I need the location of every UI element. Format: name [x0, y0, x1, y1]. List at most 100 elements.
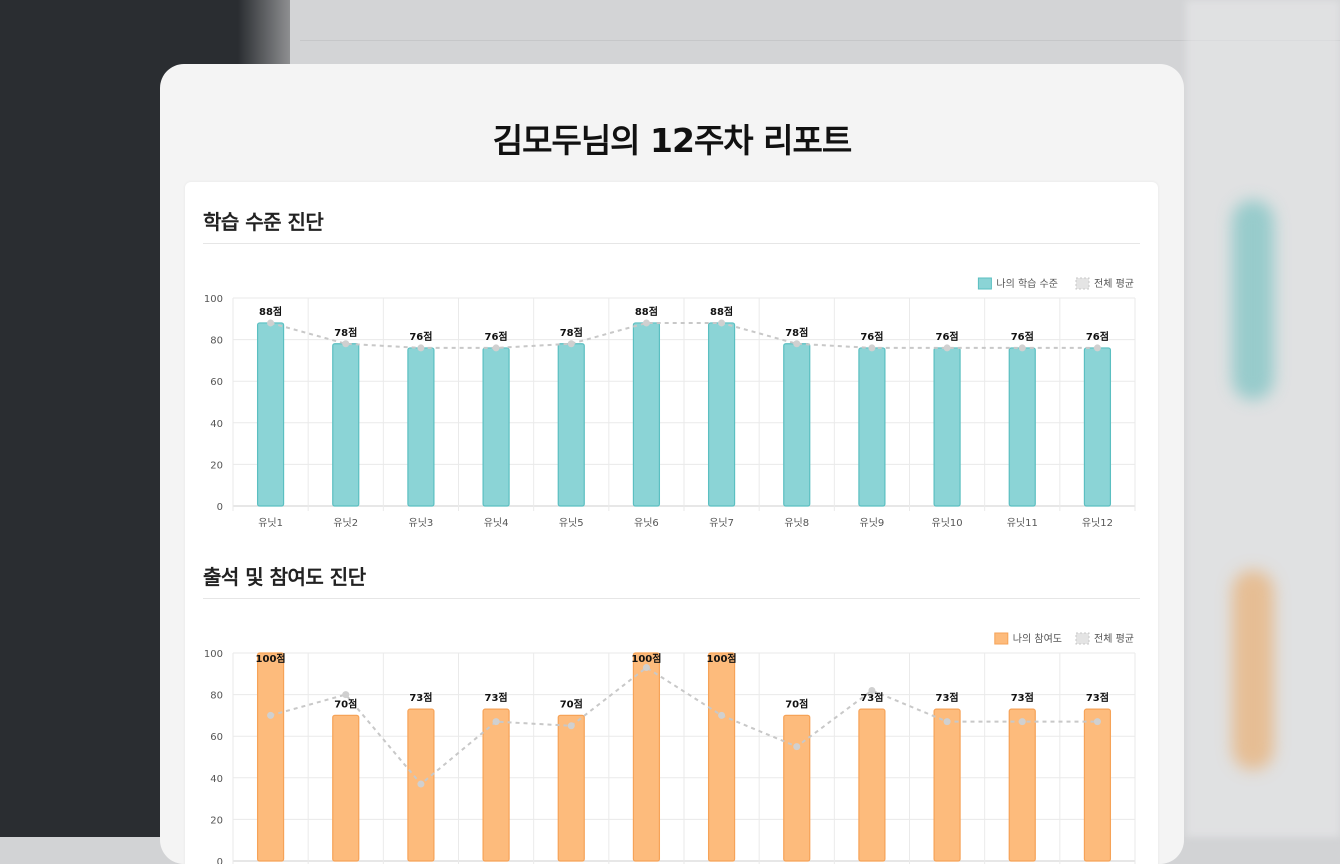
x-tick-label: 유닛3 — [409, 517, 434, 529]
average-point — [567, 722, 575, 730]
x-tick-label: 유닛8 — [784, 517, 809, 529]
data-label: 73점 — [936, 692, 959, 704]
y-tick-label: 60 — [210, 377, 223, 388]
data-label: 73점 — [1086, 692, 1109, 704]
y-tick-label: 100 — [204, 294, 223, 305]
average-point — [868, 344, 876, 352]
y-tick-label: 60 — [210, 732, 223, 743]
background-divider — [300, 40, 1340, 41]
data-label: 73점 — [485, 692, 508, 704]
y-tick-label: 0 — [217, 857, 223, 864]
bar — [632, 652, 661, 862]
average-line — [270, 321, 1098, 349]
data-label: 100점 — [256, 653, 286, 665]
average-point — [1093, 344, 1101, 352]
bar — [256, 322, 285, 507]
average-line — [270, 666, 1098, 786]
legend-label-average: 전체 평균 — [1094, 633, 1134, 645]
x-tick-label: 유닛6 — [634, 517, 659, 529]
bar — [933, 708, 961, 862]
bar — [557, 343, 585, 507]
bar — [632, 322, 661, 507]
y-tick-label: 20 — [210, 815, 223, 826]
data-label: 78점 — [560, 327, 583, 339]
report-title: 김모두님의 12주차 리포트 — [492, 121, 853, 160]
average-point — [492, 344, 500, 352]
data-label: 76점 — [485, 331, 508, 343]
section-title-attendance: 출석 및 참여도 진단 — [203, 565, 366, 589]
learning-level-chart: 전체 평균 나의 학습 수준 0 20 40 60 80 100 88점 78점 76점 76점 78점… — [185, 268, 1158, 529]
bar — [933, 347, 961, 507]
x-tick-label: 유닛2 — [333, 517, 358, 529]
data-label: 100점 — [631, 653, 661, 665]
data-label: 70점 — [560, 698, 583, 710]
bar — [407, 347, 435, 507]
data-label: 88점 — [259, 306, 282, 318]
bar — [858, 347, 886, 507]
bar — [1083, 708, 1112, 862]
legend-label-mine: 나의 참여도 — [1013, 633, 1062, 645]
background-orange-bar — [1232, 570, 1274, 770]
background-teal-bar — [1232, 200, 1274, 400]
data-label: 73점 — [409, 692, 432, 704]
x-tick-label: 유닛9 — [860, 517, 885, 529]
bar — [783, 343, 811, 507]
average-point — [417, 780, 425, 788]
attendance-chart: 전체 평균 나의 참여도 0 20 40 60 80 100 100점 70점 73점 73점 70점 1… — [185, 623, 1158, 864]
bar — [707, 322, 736, 507]
data-label: 73점 — [1011, 692, 1034, 704]
data-label: 76점 — [936, 331, 959, 343]
legend-label-mine: 나의 학습 수준 — [996, 278, 1058, 290]
legend-swatch-mine — [994, 632, 1009, 645]
bar — [482, 708, 510, 862]
bar — [557, 714, 585, 862]
chart-legend: 전체 평균 나의 학습 수준 — [977, 277, 1134, 290]
data-label: 76점 — [1011, 331, 1034, 343]
data-label: 76점 — [1086, 331, 1109, 343]
data-label: 73점 — [860, 692, 883, 704]
average-point — [567, 340, 575, 348]
legend-swatch-mine — [977, 277, 992, 290]
average-point — [267, 711, 275, 719]
data-label: 78점 — [334, 327, 357, 339]
data-label: 100점 — [707, 653, 737, 665]
data-label: 76점 — [409, 331, 432, 343]
average-point — [718, 711, 726, 719]
average-point — [943, 718, 951, 726]
data-label: 78점 — [785, 327, 808, 339]
average-point — [943, 344, 951, 352]
x-tick-label: 유닛4 — [484, 517, 509, 529]
chart-grid — [232, 652, 1136, 864]
average-point — [642, 664, 650, 672]
average-point — [1093, 718, 1101, 726]
average-point — [342, 691, 350, 699]
bar — [783, 714, 811, 862]
average-point — [718, 319, 726, 327]
y-tick-label: 40 — [210, 774, 223, 785]
section-divider — [203, 243, 1140, 244]
average-point — [793, 743, 801, 751]
bar — [1008, 347, 1036, 507]
legend-swatch-average — [1075, 277, 1090, 290]
average-point — [642, 319, 650, 327]
bar — [256, 652, 285, 862]
report-card: 학습 수준 진단 전체 평균 나의 학습 수준 0 20 40 60 80 100 88점 78점… — [185, 182, 1158, 864]
y-tick-label: 100 — [204, 649, 223, 660]
x-tick-label: 유닛1 — [258, 517, 283, 529]
y-tick-label: 80 — [210, 691, 223, 702]
average-point — [267, 319, 275, 327]
report-modal: 김모두님의 12주차 리포트 학습 수준 진단 전체 평균 나의 학습 수준 0 20… — [160, 64, 1184, 864]
chart-legend: 전체 평균 나의 참여도 — [994, 632, 1134, 645]
bar — [1008, 708, 1036, 862]
section-title-learning: 학습 수준 진단 — [203, 210, 324, 234]
bar — [332, 714, 360, 862]
average-point — [1018, 344, 1026, 352]
data-label: 88점 — [710, 306, 733, 318]
bar — [858, 708, 886, 862]
average-point — [417, 344, 425, 352]
y-tick-label: 80 — [210, 336, 223, 347]
average-point — [793, 340, 801, 348]
legend-swatch-average — [1075, 632, 1090, 645]
section-divider — [203, 598, 1140, 599]
bar — [1083, 347, 1112, 507]
